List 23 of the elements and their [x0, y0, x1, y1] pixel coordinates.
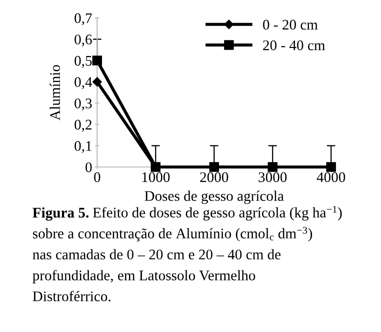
- y-tick-label: 0,3: [74, 98, 92, 110]
- text: profundidade, em Latossolo Vermelho: [32, 270, 256, 284]
- x-tick-label: 2000: [200, 172, 228, 182]
- y-axis-title: Alumínio: [50, 65, 60, 120]
- text: nas camadas de 0 – 20 cm e 20 – 40 cm de: [32, 249, 281, 260]
- legend-label: 0 - 20 cm: [263, 20, 318, 30]
- text: Distroférrico.: [32, 290, 110, 302]
- text: Figura 5.: [32, 207, 88, 221]
- y-tick-label: 0,1: [74, 141, 92, 153]
- x-tick-label: 4000: [316, 172, 346, 182]
- y-tick-label: 0,5: [74, 56, 92, 68]
- x-tick-label: 0: [94, 172, 100, 182]
- legend-label: 20 - 40 cm: [263, 40, 326, 50]
- text: sobre a concentração de Alumínio (cmol$_{c}$ dm$^{−3}$): [32, 226, 312, 242]
- x-axis-title: Doses de gesso agrícola: [144, 190, 284, 204]
- x-tick-label: 1000: [142, 172, 170, 182]
- y-tick-label: 0,2: [74, 120, 92, 132]
- y-tick-label: 0,7: [74, 13, 92, 26]
- y-tick-label: 0,4: [74, 77, 92, 90]
- x-tick-label: 3000: [258, 172, 287, 182]
- y-tick-label: 0,6: [74, 34, 92, 47]
- text: Efeito de doses de gesso agrícola (kg ha$^{−1}$): [92, 206, 342, 221]
- y-tick-label: 0: [86, 162, 92, 172]
